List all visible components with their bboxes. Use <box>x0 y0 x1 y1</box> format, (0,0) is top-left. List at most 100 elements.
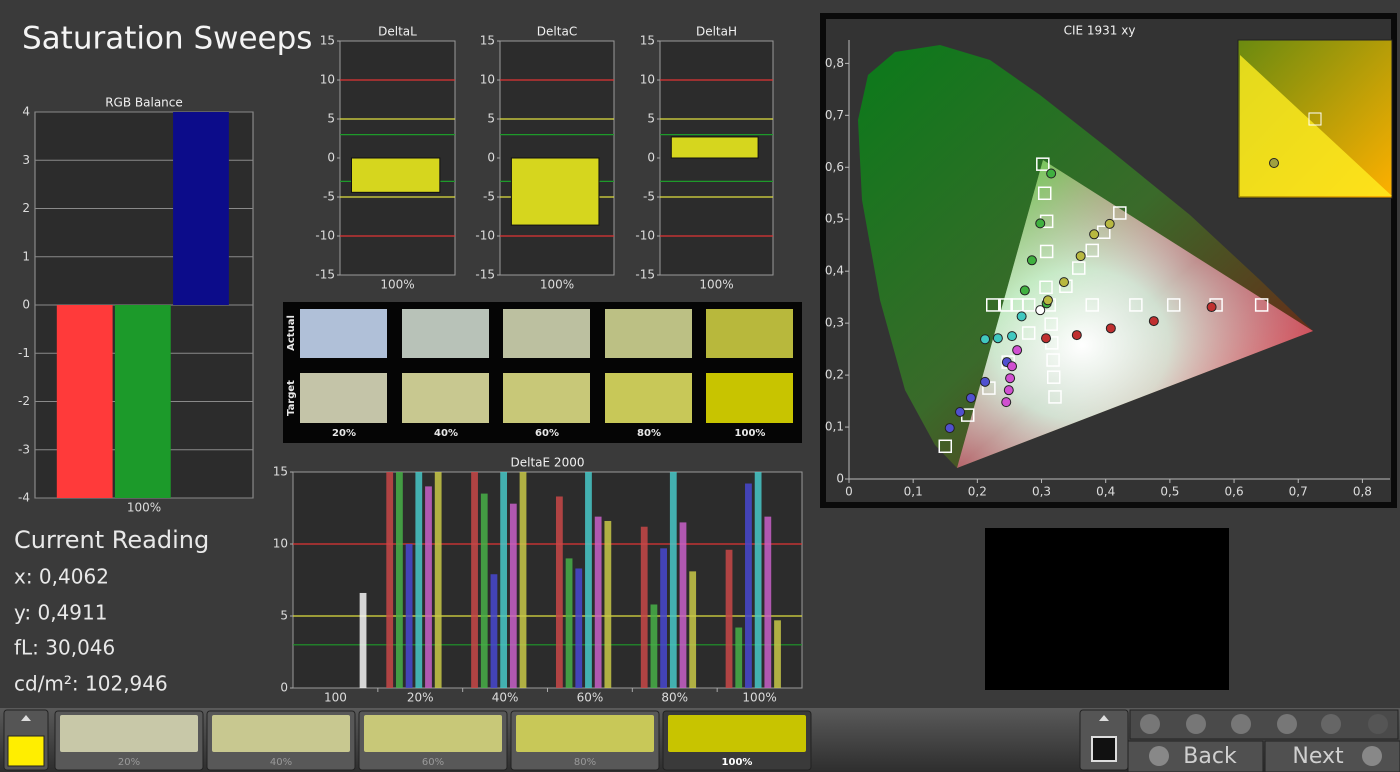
measured-point <box>980 376 991 387</box>
measured-point <box>1075 251 1086 262</box>
x-tick-label: 100% <box>380 278 414 292</box>
bar <box>173 112 229 305</box>
bar <box>396 472 403 688</box>
target-point <box>1021 326 1036 340</box>
actual-swatch <box>503 309 590 358</box>
stop-square <box>1091 736 1117 762</box>
refresh-icon[interactable] <box>1321 714 1341 734</box>
measured-point <box>1007 331 1018 342</box>
target-point <box>1046 353 1060 367</box>
y-tick-label: 5 <box>280 609 288 623</box>
next-label[interactable]: Next <box>1292 744 1344 769</box>
measured-point <box>1148 316 1159 327</box>
swatch-label: 40% <box>270 757 292 768</box>
bar <box>640 526 648 688</box>
target-point <box>999 298 1013 312</box>
bar <box>725 549 733 688</box>
measured-point <box>1001 397 1012 408</box>
actual-swatch <box>605 309 692 358</box>
bar <box>510 157 600 226</box>
measured-point <box>1012 345 1023 356</box>
x-tick-label: 0,4 <box>1096 485 1115 499</box>
measured-point <box>1104 218 1115 229</box>
stop-icon[interactable] <box>1140 714 1160 734</box>
measured-point <box>1042 295 1053 306</box>
measure-icon[interactable] <box>1231 714 1251 734</box>
y-tick-label: 0 <box>327 151 335 165</box>
chart-title: DeltaC <box>537 25 577 39</box>
y-tick-label: 5 <box>487 112 495 126</box>
bar <box>56 305 113 498</box>
target-point <box>1048 390 1062 404</box>
current-color <box>7 735 45 767</box>
toolbar-row <box>1129 709 1399 740</box>
y-tick-label: 0,4 <box>825 264 844 278</box>
measured-point <box>1046 168 1057 179</box>
x-tick-label: 100% <box>127 501 161 515</box>
y-tick-label: 15 <box>273 465 288 479</box>
bar <box>434 472 442 688</box>
swatch-color <box>364 715 502 752</box>
measured-point <box>1058 277 1069 288</box>
column-label: 80% <box>637 428 661 439</box>
y-tick-label: 10 <box>640 73 655 87</box>
measured-point <box>1003 385 1014 396</box>
back-label[interactable]: Back <box>1183 744 1237 769</box>
settings-icon[interactable] <box>1368 714 1388 734</box>
chart-title: DeltaE 2000 <box>511 456 585 470</box>
bar <box>490 574 498 688</box>
x-tick-label: 0,1 <box>904 485 923 499</box>
bar <box>425 486 432 688</box>
measured-point <box>955 406 966 417</box>
y-tick-label: -4 <box>18 491 30 505</box>
target-point <box>1039 244 1054 259</box>
bar <box>114 305 171 498</box>
target-point <box>986 298 1000 312</box>
zoom-target <box>1308 112 1322 126</box>
measured-point <box>1206 302 1217 313</box>
bar <box>735 627 743 688</box>
bar <box>604 520 612 688</box>
x-tick-label: 0,7 <box>1289 485 1308 499</box>
target-point <box>1037 186 1052 201</box>
x-tick-label: 100% <box>540 278 574 292</box>
swatch-label: 100% <box>722 757 753 768</box>
up-arrow <box>21 715 31 721</box>
y-tick-label: -15 <box>315 268 335 282</box>
next-icon <box>1362 746 1382 766</box>
x-tick-label: 0,2 <box>968 485 987 499</box>
reading-heading: Current Reading <box>14 526 209 554</box>
y-tick-label: 5 <box>327 112 335 126</box>
y-tick-label: 15 <box>640 34 655 48</box>
play-icon[interactable] <box>1186 714 1206 734</box>
column-label: 100% <box>735 428 766 439</box>
target-point <box>1166 298 1181 312</box>
back-icon <box>1149 746 1169 766</box>
target-swatch <box>706 373 793 423</box>
measured-point <box>992 333 1003 344</box>
x-tick-label: 40% <box>492 691 519 705</box>
zoom-reading <box>1269 158 1279 168</box>
toolbar <box>1129 709 1399 740</box>
reading-y: y: 0,4911 <box>14 601 107 625</box>
bar <box>575 568 583 688</box>
x-tick-label: 80% <box>661 691 688 705</box>
bar <box>764 516 772 688</box>
bar <box>745 483 752 688</box>
swatch-label: 20% <box>118 757 140 768</box>
actual-swatch <box>706 309 793 358</box>
target-point <box>1010 298 1024 312</box>
y-tick-label: -5 <box>643 190 655 204</box>
y-tick-label: -10 <box>635 229 655 243</box>
y-tick-label: 0 <box>647 151 655 165</box>
actual-swatch <box>300 309 387 358</box>
loop-icon[interactable] <box>1277 714 1297 734</box>
y-tick-label: -5 <box>323 190 335 204</box>
plot-area <box>292 471 803 689</box>
y-tick-label: -2 <box>18 394 30 408</box>
y-tick-label: 10 <box>273 537 288 551</box>
y-tick-label: 0 <box>836 472 844 486</box>
swatch-color <box>60 715 198 752</box>
